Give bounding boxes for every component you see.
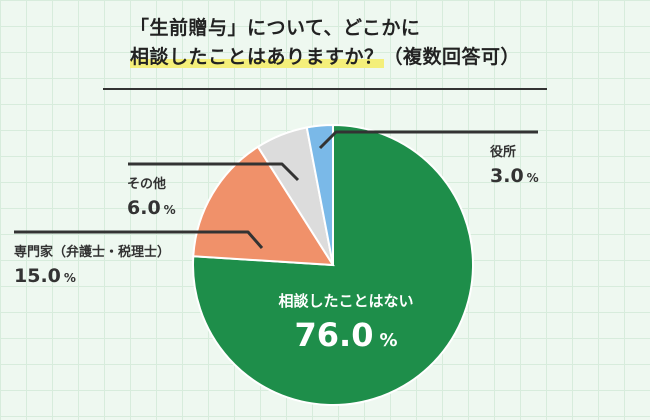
leader-line-government	[318, 130, 538, 150]
title-line-2: 相談したことはありますか？（複数回答可）	[130, 43, 550, 72]
title-line-2-suffix: （複数回答可）	[383, 46, 521, 68]
pie-slice-government	[305, 123, 334, 266]
slice-value-government: 3.0%	[490, 165, 539, 187]
leader-line-other	[128, 162, 300, 182]
chart-title: 「生前贈与」について、どこかに 相談したことはありますか？（複数回答可）	[130, 14, 550, 72]
leader-line-experts	[14, 230, 264, 249]
slice-value-experts: 15.0%	[14, 265, 76, 287]
slice-name-other: その他	[127, 177, 167, 192]
slice-label-other: その他 6.0%	[127, 176, 176, 222]
slice-label-government: 役所 3.0%	[490, 144, 539, 190]
title-underline	[103, 88, 547, 90]
title-line-2-highlight: 相談したことはありますか？	[130, 46, 384, 68]
pie-slice-experts	[192, 145, 335, 267]
pie-slices	[192, 123, 474, 406]
leader-lines	[14, 130, 538, 249]
slice-name-experts: 専門家（弁護士・税理士）	[14, 245, 171, 260]
slice-name-no-consult: 相談したことはない	[278, 292, 414, 310]
slice-value-other: 6.0%	[127, 197, 176, 219]
slice-label-no-consult: 相談したことはない 76.0%	[266, 292, 426, 360]
slice-value-no-consult: 76.0%	[294, 316, 398, 354]
pie-slice-no-consult	[192, 123, 474, 406]
slice-name-government: 役所	[490, 145, 517, 160]
slice-label-experts: 専門家（弁護士・税理士） 15.0%	[14, 244, 170, 290]
title-line-1: 「生前贈与」について、どこかに	[130, 17, 421, 39]
